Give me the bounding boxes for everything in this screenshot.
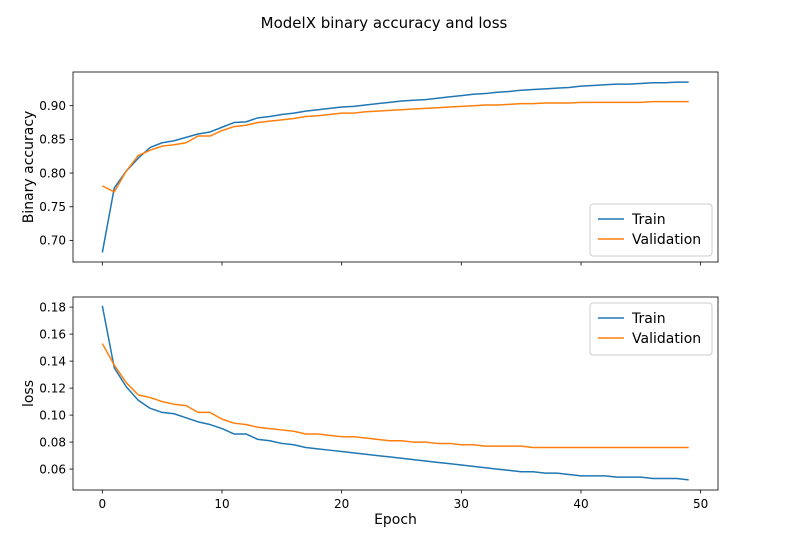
loss-legend: Train Validation xyxy=(589,302,713,356)
accuracy-y-tick-label: 0.85 xyxy=(39,133,66,147)
x-tick-label: 30 xyxy=(454,497,469,511)
loss-y-tick-label: 0.14 xyxy=(39,354,66,368)
loss-y-tick-label: 0.12 xyxy=(39,381,66,395)
accuracy-y-tick-label: 0.75 xyxy=(39,200,66,214)
x-tick-label: 20 xyxy=(334,497,349,511)
loss-y-tick-label: 0.10 xyxy=(39,408,66,422)
accuracy-legend-train-label: Train xyxy=(631,212,666,228)
loss-y-tick-label: 0.16 xyxy=(39,327,66,341)
loss-legend-train-label: Train xyxy=(631,311,666,327)
accuracy-axes-frame xyxy=(72,71,719,263)
accuracy-y-tick-label: 0.80 xyxy=(39,166,66,180)
accuracy-legend-frame xyxy=(589,203,713,257)
x-tick-label: 40 xyxy=(573,497,588,511)
x-tick-label: 0 xyxy=(98,497,106,511)
loss-validation-line xyxy=(101,343,689,449)
accuracy-legend: Train Validation xyxy=(589,203,713,257)
loss-train-line xyxy=(101,305,689,481)
x-tick-label: 50 xyxy=(693,497,708,511)
loss-legend-frame xyxy=(589,302,713,356)
loss-y-tick-label: 0.06 xyxy=(39,462,66,476)
loss-panel: 0.06 0.08 0.10 0.12 0.14 0.16 0.18 0 10 20 30 40 50 l… xyxy=(21,296,719,511)
loss-axes-frame xyxy=(72,296,719,491)
x-axis-label: Epoch xyxy=(374,512,417,528)
x-tick-label: 10 xyxy=(214,497,229,511)
accuracy-y-axis-label: Binary accuracy xyxy=(21,111,37,224)
accuracy-y-tick-label: 0.90 xyxy=(39,99,66,113)
loss-y-tick-label: 0.08 xyxy=(39,435,66,449)
accuracy-train-line xyxy=(101,81,689,253)
accuracy-legend-validation-label: Validation xyxy=(632,232,701,248)
loss-legend-validation-label: Validation xyxy=(632,331,701,347)
accuracy-y-tick-label: 0.70 xyxy=(39,234,66,248)
loss-y-tick-label: 0.18 xyxy=(39,300,66,314)
loss-y-axis-label: loss xyxy=(21,380,37,407)
figure-title: ModelX binary accuracy and loss xyxy=(261,14,508,32)
accuracy-validation-line xyxy=(101,100,689,193)
